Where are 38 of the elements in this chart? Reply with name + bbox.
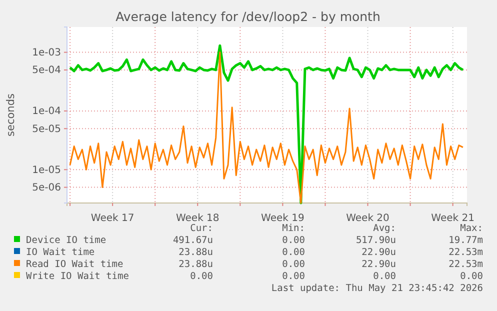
x-tick-label: Week 18 bbox=[176, 213, 220, 224]
y-tick-label: 5e-06 bbox=[32, 182, 61, 194]
text: 23.88u bbox=[178, 259, 213, 270]
text: 491.67u bbox=[172, 235, 213, 246]
text: 22.90u bbox=[362, 259, 396, 270]
text: 23.88u bbox=[178, 247, 213, 258]
y-tick-label: 1e-05 bbox=[32, 164, 61, 176]
x-tick-label: Week 20 bbox=[346, 213, 390, 224]
text: 0.00 bbox=[282, 247, 306, 258]
text: Avg: bbox=[373, 223, 396, 234]
text: 0.00 bbox=[460, 271, 484, 282]
text: 19.77m bbox=[448, 235, 484, 246]
text: Min: bbox=[282, 223, 305, 234]
text: 22.53m bbox=[448, 247, 484, 258]
text: 0.00 bbox=[190, 271, 214, 282]
text: 517.90u bbox=[356, 235, 396, 246]
y-tick-label: 5e-04 bbox=[32, 65, 61, 76]
legend-label: Read IO Wait time bbox=[26, 259, 124, 270]
text: Cur: bbox=[190, 223, 213, 234]
legend-label: IO Wait time bbox=[26, 247, 95, 258]
text: 0.00 bbox=[282, 271, 306, 282]
text: 22.90u bbox=[362, 247, 396, 258]
legend-label: Write IO Wait time bbox=[26, 271, 130, 282]
legend-label: Device IO time bbox=[26, 235, 106, 246]
chart-title: Average latency for /dev/loop2 - by month bbox=[116, 9, 380, 24]
text: 0.00 bbox=[373, 271, 396, 282]
y-tick-label: 1e-04 bbox=[32, 106, 61, 118]
text: Last update: Thu May 21 23:45:42 2026 bbox=[271, 283, 484, 294]
text: 22.53m bbox=[448, 259, 484, 270]
x-tick-label: Week 19 bbox=[261, 213, 304, 224]
y-tick-label: 1e-03 bbox=[32, 48, 61, 59]
text: Max: bbox=[460, 223, 483, 234]
x-tick-label: Week 21 bbox=[431, 213, 474, 224]
text: 0.00 bbox=[282, 259, 306, 270]
y-axis-title: seconds bbox=[5, 94, 17, 136]
y-tick-label: 5e-05 bbox=[32, 124, 61, 135]
text: 0.00 bbox=[282, 235, 306, 246]
x-tick-label: Week 17 bbox=[90, 213, 134, 224]
